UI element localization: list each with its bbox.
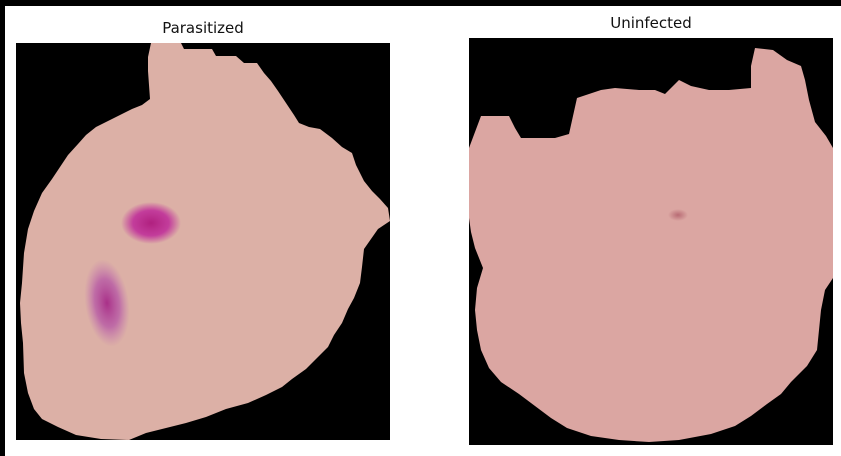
top-border <box>0 0 841 6</box>
uninfected-cell-image <box>469 38 833 445</box>
parasite-stain-upper <box>121 202 181 244</box>
uninfected-cell-body <box>469 48 833 442</box>
parasite-stain-lower <box>84 259 130 347</box>
parasitized-cell-image <box>16 43 390 440</box>
left-border <box>0 0 5 456</box>
parasitized-title: Parasitized <box>162 19 244 37</box>
uninfected-title: Uninfected <box>610 14 692 32</box>
uninfected-center-spot <box>668 209 688 221</box>
